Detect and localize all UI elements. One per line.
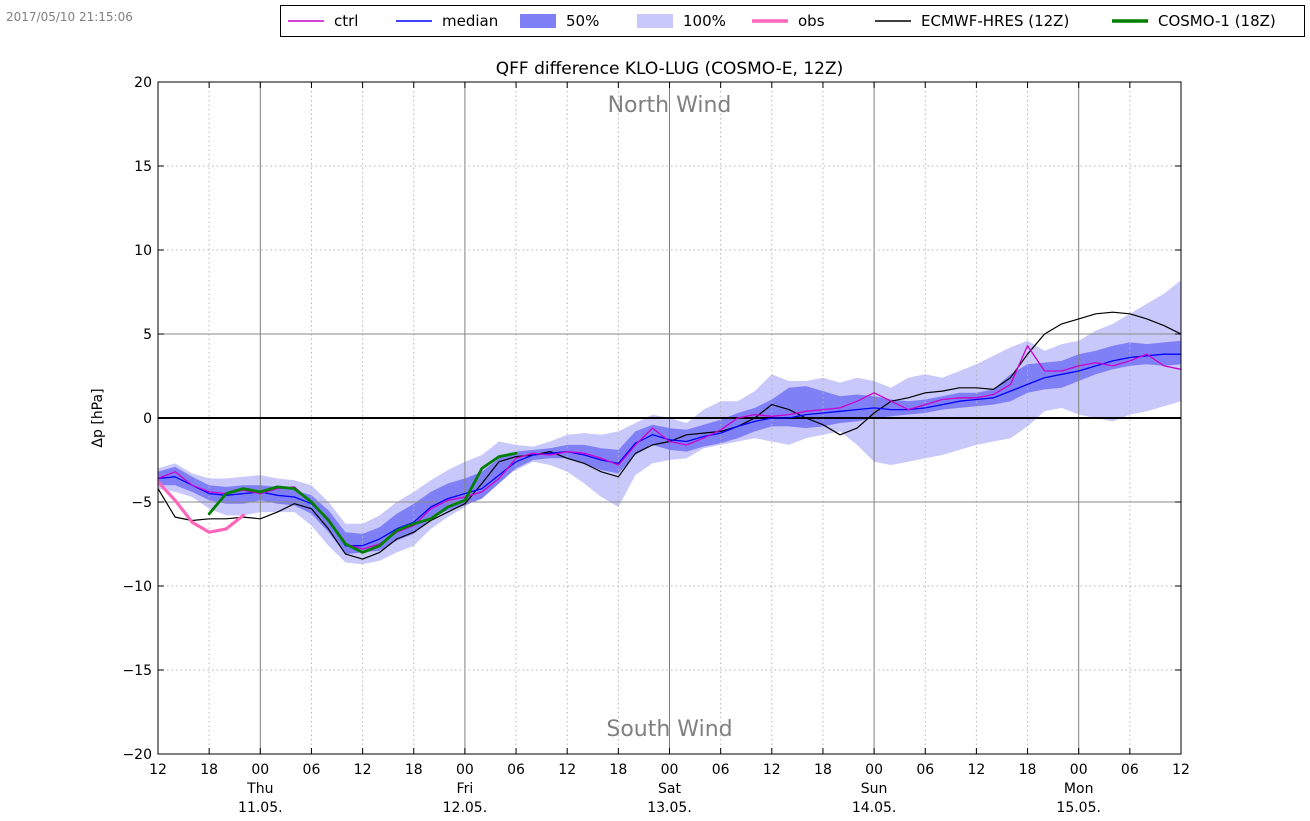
day-label: Sun xyxy=(861,781,888,797)
annotation-north-wind: North Wind xyxy=(608,93,732,118)
x-tick-label: 18 xyxy=(200,762,218,778)
date-label: 11.05. xyxy=(238,800,283,816)
day-label: Fri xyxy=(457,781,474,797)
legend-label: median xyxy=(442,12,498,30)
y-tick-label: −20 xyxy=(122,747,152,763)
x-tick-label: 00 xyxy=(251,762,269,778)
legend-label: 50% xyxy=(566,12,599,30)
x-tick-label: 06 xyxy=(916,762,934,778)
y-tick-label: 0 xyxy=(143,411,152,427)
x-tick-label: 06 xyxy=(712,762,730,778)
legend-label: 100% xyxy=(683,12,726,30)
timestamp: 2017/05/10 21:15:06 xyxy=(6,10,133,24)
y-tick-label: 15 xyxy=(134,159,152,175)
legend-label: ctrl xyxy=(334,12,358,30)
x-tick-label: 12 xyxy=(967,762,985,778)
y-axis-label: Δp [hPa] xyxy=(90,388,106,447)
day-label: Thu xyxy=(246,781,273,797)
legend: ctrl median 50% 100% obs ECMWF-HRES (12Z) COSM… xyxy=(280,5,1305,37)
y-tick-label: −15 xyxy=(122,663,152,679)
y-tick-label: 5 xyxy=(143,327,152,343)
plot-content xyxy=(158,82,1181,754)
x-tick-label: 06 xyxy=(303,762,321,778)
legend-swatch xyxy=(520,14,556,28)
plot-area: North Wind South Wind xyxy=(158,82,1181,754)
y-tick-label: 10 xyxy=(134,243,152,259)
series-obs xyxy=(158,480,245,534)
x-tick-label: 18 xyxy=(609,762,627,778)
day-label: Mon xyxy=(1064,781,1094,797)
x-tick-label: 00 xyxy=(661,762,679,778)
x-tick-label: 00 xyxy=(456,762,474,778)
x-tick-label: 12 xyxy=(149,762,167,778)
legend-label: ECMWF-HRES (12Z) xyxy=(921,12,1069,30)
legend-label: COSMO-1 (18Z) xyxy=(1158,12,1276,30)
x-tick-label: 00 xyxy=(865,762,883,778)
x-tick-label: 12 xyxy=(1172,762,1190,778)
day-label: Sat xyxy=(658,781,681,797)
legend-label: obs xyxy=(798,12,825,30)
date-label: 13.05. xyxy=(647,800,692,816)
date-label: 15.05. xyxy=(1056,800,1101,816)
x-tick-label: 00 xyxy=(1070,762,1088,778)
series-cosmo-1-18z xyxy=(207,451,518,554)
annotation-south-wind: South Wind xyxy=(606,717,732,742)
date-label: 14.05. xyxy=(852,800,897,816)
x-tick-label: 18 xyxy=(814,762,832,778)
x-tick-label: 12 xyxy=(763,762,781,778)
date-label: 12.05. xyxy=(443,800,488,816)
y-tick-label: −5 xyxy=(131,495,152,511)
x-tick-label: 18 xyxy=(1019,762,1037,778)
x-tick-label: 18 xyxy=(405,762,423,778)
x-tick-label: 12 xyxy=(354,762,372,778)
x-tick-label: 06 xyxy=(507,762,525,778)
x-tick-label: 06 xyxy=(1121,762,1139,778)
legend-box xyxy=(280,5,1305,37)
chart-title: QFF difference KLO-LUG (COSMO-E, 12Z) xyxy=(496,59,844,79)
y-tick-label: 20 xyxy=(134,75,152,91)
x-tick-label: 12 xyxy=(558,762,576,778)
legend-swatch xyxy=(637,14,673,28)
y-tick-label: −10 xyxy=(122,579,152,595)
